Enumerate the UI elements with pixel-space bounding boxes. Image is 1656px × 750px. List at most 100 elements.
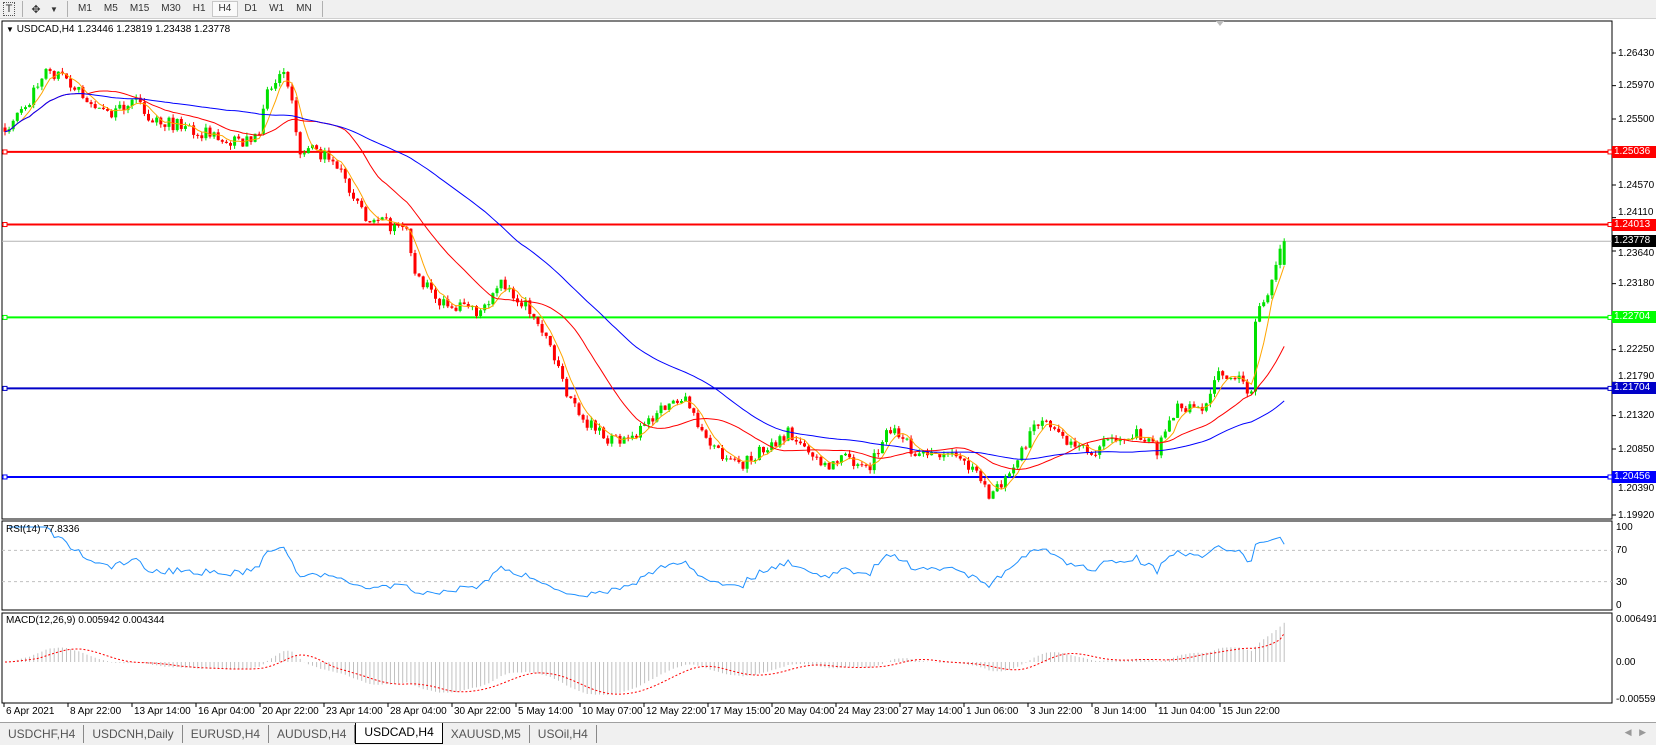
candle-body: [1008, 473, 1011, 477]
candle-body: [766, 450, 770, 453]
timeframe-m30[interactable]: M30: [161, 3, 181, 14]
candle-body: [1065, 435, 1069, 445]
candle-body: [352, 192, 355, 199]
timeframe-d1[interactable]: D1: [244, 3, 258, 14]
macd-axis-label: 0.00: [1616, 657, 1636, 668]
candle-body: [253, 133, 257, 142]
timeframe-m1[interactable]: M1: [78, 3, 92, 14]
candle-body: [274, 83, 278, 89]
symbol-quote: USDCAD,H4 1.23446 1.23819 1.23438 1.2377…: [16, 24, 231, 35]
candle-body: [844, 453, 847, 456]
candle-body: [434, 289, 437, 299]
candle-body: [544, 332, 548, 336]
time-axis-label: 20 May 04:00: [774, 706, 835, 717]
candle-body: [44, 69, 48, 79]
cursor-tool-icon[interactable]: ✥: [31, 3, 41, 16]
candle-body: [56, 71, 60, 79]
toolbar-separator: [67, 1, 68, 17]
macd-panel-frame: [1, 612, 1613, 704]
candle-body: [466, 304, 470, 307]
ma-slow-line: [4, 92, 1285, 460]
chevron-down-icon[interactable]: ▼: [50, 4, 58, 14]
candle-body: [11, 120, 15, 130]
candle-body: [819, 457, 823, 466]
candle-body: [975, 466, 979, 471]
candle-body: [778, 436, 782, 447]
chart-tab[interactable]: USOil,H4: [530, 725, 597, 743]
candle-body: [565, 378, 569, 397]
candle-body: [1249, 391, 1253, 394]
candle-body: [864, 464, 868, 466]
candle-body: [823, 462, 827, 466]
candle-body: [983, 481, 987, 485]
candle-body: [179, 118, 183, 129]
candle-body: [1254, 321, 1257, 392]
macd-signal-line: [4, 633, 1285, 695]
candle-body: [852, 457, 856, 466]
candle-body: [1208, 393, 1212, 404]
candle-body: [561, 366, 565, 379]
tab-scroll-arrows-icon[interactable]: ◀ ▶: [1624, 727, 1646, 737]
text-tool-icon[interactable]: T: [0, 1, 18, 17]
timeframe-m5[interactable]: M5: [103, 3, 118, 14]
candle-body: [425, 282, 429, 288]
candle-body: [1143, 439, 1147, 442]
candle-body: [323, 150, 327, 160]
timeframe-w1[interactable]: W1: [269, 3, 285, 14]
candle-body: [1213, 380, 1216, 394]
timeframe-m15[interactable]: M15: [129, 3, 150, 14]
candle-body: [413, 253, 417, 274]
time-axis-label: 1 Jun 06:00: [966, 706, 1019, 717]
chart-tab[interactable]: XAUUSD,M5: [443, 725, 530, 743]
candle-body: [97, 107, 101, 109]
candle-body: [343, 168, 347, 179]
candle-body: [1204, 403, 1208, 411]
timeframe-h1[interactable]: H1: [192, 3, 206, 14]
candle-body: [245, 136, 249, 147]
candle-body: [364, 207, 368, 221]
candle-body: [1147, 438, 1151, 442]
candle-body: [1036, 424, 1040, 426]
candle-body: [237, 136, 241, 139]
candle-body: [1176, 403, 1180, 418]
candle-body: [593, 420, 597, 431]
candle-body: [93, 104, 97, 109]
price-axis-label: 1.24110: [1618, 207, 1654, 219]
collapse-triangle-icon[interactable]: ▼: [6, 25, 14, 34]
chart-tab[interactable]: USDCNH,Daily: [84, 725, 183, 743]
time-axis-label: 17 May 15:00: [710, 706, 771, 717]
level-price-tag: 1.22704: [1612, 311, 1656, 324]
timeframe-mn[interactable]: MN: [296, 3, 312, 14]
candle-body: [786, 427, 790, 441]
candle-body: [548, 335, 552, 346]
candle-body: [503, 279, 507, 290]
candle-body: [684, 396, 688, 402]
candle-body: [356, 198, 360, 201]
chart-tab[interactable]: USDCAD,H4: [355, 723, 443, 744]
candle-body: [811, 452, 815, 457]
chart-tabs: ◀ ▶ USDCHF,H4 USDCNH,Daily EURUSD,H4 AUDUSD…: [0, 722, 1656, 745]
candle-body: [1131, 437, 1134, 439]
candle-body: [917, 453, 921, 456]
candle-body: [159, 117, 163, 125]
timeframe-h4[interactable]: H4: [211, 1, 239, 17]
chart-tab[interactable]: EURUSD,H4: [183, 725, 270, 743]
candle-body: [712, 445, 716, 447]
candle-body: [680, 401, 683, 403]
chart-tab[interactable]: AUDUSD,H4: [269, 725, 356, 743]
candle-body: [1106, 439, 1110, 441]
candle-body: [384, 217, 388, 219]
candle-body: [1044, 420, 1048, 422]
chart-tab[interactable]: USDCHF,H4: [0, 725, 85, 743]
time-axis-label: 28 Apr 04:00: [390, 706, 447, 717]
candle-body: [249, 136, 253, 142]
candle-body: [835, 461, 839, 463]
candle-body: [942, 453, 946, 458]
candle-body: [401, 225, 405, 228]
candle-body: [1192, 404, 1196, 408]
candle-body: [335, 161, 339, 169]
candle-body: [257, 133, 261, 135]
candle-body: [73, 87, 77, 90]
candle-body: [192, 125, 196, 135]
